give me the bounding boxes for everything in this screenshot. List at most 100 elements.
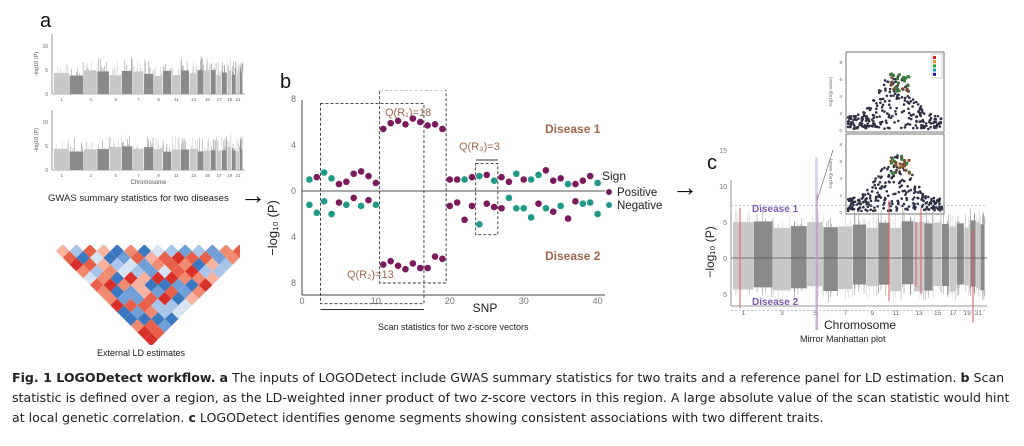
inset-hit-point bbox=[890, 156, 895, 161]
c-chromosome-block bbox=[866, 227, 878, 287]
inset-point bbox=[909, 188, 913, 192]
ld-cell bbox=[96, 257, 111, 272]
inset-point bbox=[887, 113, 891, 117]
ld-cell bbox=[130, 278, 145, 292]
inset-point bbox=[914, 100, 918, 104]
inset-hit-point bbox=[906, 89, 911, 93]
caption-b-letter: b bbox=[960, 370, 970, 385]
caption-b-text-2: -score vectors in this region. A large a… bbox=[12, 390, 1010, 425]
inset-point bbox=[929, 122, 933, 125]
inset-point bbox=[883, 100, 887, 103]
inset-hit-point bbox=[901, 87, 905, 91]
panel-b-caption: Scan statistics for two z-score vectors bbox=[378, 322, 529, 332]
disease2-point bbox=[416, 264, 424, 272]
chromosome-block bbox=[231, 150, 236, 170]
inset-point bbox=[906, 94, 910, 98]
panel-a-letter: a bbox=[40, 10, 52, 32]
chromosome-block bbox=[239, 148, 243, 170]
inset-point bbox=[885, 121, 888, 125]
inset-point bbox=[908, 96, 911, 100]
c-y-tick-label: 10 bbox=[719, 184, 727, 191]
y-tick-label: 5 bbox=[45, 68, 48, 74]
x-tick-label: 9 bbox=[157, 97, 160, 102]
inset-point bbox=[900, 197, 904, 200]
inset-y-tick: 8 bbox=[839, 60, 842, 65]
c-chromosome-block bbox=[942, 223, 950, 287]
chromosome-block bbox=[239, 72, 243, 94]
region-r3-box bbox=[475, 162, 499, 236]
disease1-point bbox=[320, 169, 328, 176]
mirror-manhattan-plot: 0 2 4 6 8 -log10(p-value) 0 2 4 6 8 -log10(p-value… bbox=[703, 51, 987, 330]
inset-point bbox=[878, 121, 882, 124]
x-tick-label: 3 bbox=[89, 97, 92, 102]
chromosome-block bbox=[189, 73, 197, 94]
inset-hit-point bbox=[907, 171, 912, 175]
inset-point bbox=[891, 114, 894, 118]
legend-positive-label: Positive bbox=[617, 187, 657, 199]
inset-point bbox=[915, 126, 919, 130]
inset-point bbox=[875, 101, 878, 105]
disease1-point bbox=[402, 121, 409, 128]
caption-b-italic: z bbox=[481, 390, 488, 405]
c-x-tick-label: 7 bbox=[844, 310, 848, 317]
inset-point bbox=[891, 202, 894, 206]
disease1-point bbox=[483, 171, 491, 179]
disease2-point bbox=[387, 257, 394, 265]
ld-cell bbox=[110, 257, 124, 272]
inset-point bbox=[897, 93, 900, 97]
disease2-point bbox=[505, 194, 513, 202]
inset-point bbox=[924, 196, 927, 200]
chromosome-block bbox=[69, 75, 84, 94]
inset-point bbox=[896, 199, 899, 203]
c-y-tick-label: 0 bbox=[723, 256, 727, 263]
inset-point bbox=[906, 100, 909, 103]
inset-point bbox=[930, 206, 933, 210]
legend-negative-swatch bbox=[606, 202, 612, 208]
disease2-point bbox=[431, 253, 439, 260]
inset-point bbox=[853, 116, 857, 119]
x-tick-label: 7 bbox=[137, 173, 140, 178]
panel-b-letter: b bbox=[280, 71, 292, 93]
inset-hit-point bbox=[890, 80, 894, 84]
inset-point bbox=[914, 206, 917, 209]
chromosome-block bbox=[144, 73, 154, 94]
y-tick-label: 8 bbox=[291, 278, 296, 288]
inset-point bbox=[896, 202, 900, 205]
c-chromosome-block bbox=[901, 221, 914, 285]
y-tick-label: 10 bbox=[42, 120, 48, 126]
disease2-point bbox=[313, 209, 321, 217]
inset-point bbox=[866, 122, 869, 125]
chromosome-block bbox=[180, 149, 190, 170]
inset-point bbox=[884, 87, 887, 90]
inset-point bbox=[912, 202, 915, 205]
ld-cell bbox=[90, 264, 104, 279]
inset-point bbox=[865, 203, 868, 206]
c-x-tick-label: 19 bbox=[964, 310, 972, 317]
ld-cell bbox=[212, 251, 226, 265]
inset-point bbox=[855, 126, 859, 130]
inset-point bbox=[883, 79, 887, 82]
inset-point bbox=[907, 205, 911, 208]
inset-point bbox=[876, 199, 880, 202]
inset-y-tick: 6 bbox=[839, 159, 842, 164]
inset-hit-point bbox=[895, 89, 899, 93]
y-axis-label: -log10 (P) bbox=[34, 128, 40, 152]
ld-cell bbox=[178, 285, 192, 299]
ld-cell bbox=[219, 257, 233, 272]
inset-point bbox=[934, 126, 938, 129]
inset-point bbox=[933, 117, 937, 121]
inset-point bbox=[861, 201, 865, 204]
inset-legend-swatch bbox=[933, 72, 936, 76]
disease2-point bbox=[335, 199, 343, 206]
disease2-point bbox=[357, 202, 365, 210]
inset-point bbox=[875, 115, 879, 119]
inset-point bbox=[904, 207, 907, 211]
c-x-tick-label: 15 bbox=[934, 310, 942, 317]
ld-cell bbox=[164, 312, 179, 326]
inset-point bbox=[937, 205, 941, 208]
disease1-point bbox=[439, 125, 446, 133]
disease2-point bbox=[343, 201, 350, 209]
chromosome-block bbox=[197, 151, 204, 170]
c-disease1-label: Disease 1 bbox=[752, 204, 799, 215]
